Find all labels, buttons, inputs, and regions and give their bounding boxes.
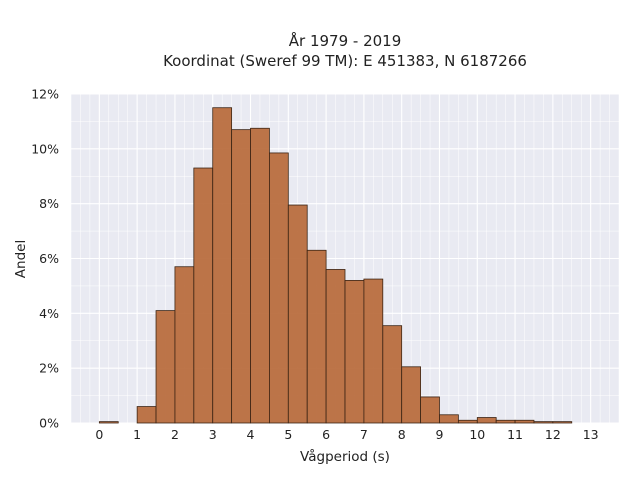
histogram-bar [155,310,176,424]
histogram-bar [533,421,554,424]
histogram-bar [306,249,327,424]
chart-title-line2: Koordinat (Sweref 99 TM): E 451383, N 61… [163,52,527,70]
y-tick-label: 6% [39,251,59,266]
x-tick-label: 6 [322,427,330,442]
y-tick-label: 0% [39,416,59,431]
x-tick-label: 0 [95,427,103,442]
x-tick-label: 12 [545,427,561,442]
histogram-bar [514,419,535,424]
histogram-bar [439,414,459,424]
histogram-bar [136,406,157,424]
y-axis-label: Andel [13,240,29,278]
histogram-bar [476,417,497,424]
histogram-bar [495,419,516,424]
x-axis-ticks: 0 1 2 3 4 5 6 7 8 9 10 11 12 13 [95,427,598,442]
y-tick-label: 4% [39,306,59,321]
x-tick-label: 4 [247,427,255,442]
histogram-bar [382,325,403,424]
histogram-bar [269,152,289,424]
x-tick-label: 8 [398,427,406,442]
histogram-bar [250,127,270,424]
x-tick-label: 13 [583,427,599,442]
histogram-bar [193,167,214,424]
histogram-bar [231,129,251,424]
x-tick-label: 9 [436,427,444,442]
x-tick-label: 3 [209,427,217,442]
x-axis-label: Vågperiod (s) [300,448,390,465]
histogram-bar [363,278,384,424]
histogram-bar [401,366,421,424]
histogram-bar [420,396,440,424]
bars [98,107,573,424]
histogram-bar [212,107,233,424]
x-tick-label: 1 [133,427,141,442]
y-tick-label: 8% [39,196,59,211]
y-tick-label: 10% [31,141,59,156]
histogram-bar [552,421,573,424]
x-tick-label: 10 [469,427,485,442]
histogram-bar [325,269,346,424]
x-tick-label: 11 [507,427,523,442]
y-tick-label: 2% [39,361,59,376]
histogram-bar [457,419,478,424]
x-tick-label: 5 [284,427,292,442]
histogram-bar [174,266,195,424]
x-tick-label: 2 [171,427,179,442]
chart-title-line1: År 1979 - 2019 [289,31,402,50]
histogram-bar [344,280,365,424]
histogram-bar [98,421,119,424]
x-tick-label: 7 [360,427,368,442]
y-axis-ticks: 0% 2% 4% 6% 8% 10% 12% [31,87,59,431]
histogram-bar [287,204,308,424]
y-tick-label: 12% [31,87,59,102]
